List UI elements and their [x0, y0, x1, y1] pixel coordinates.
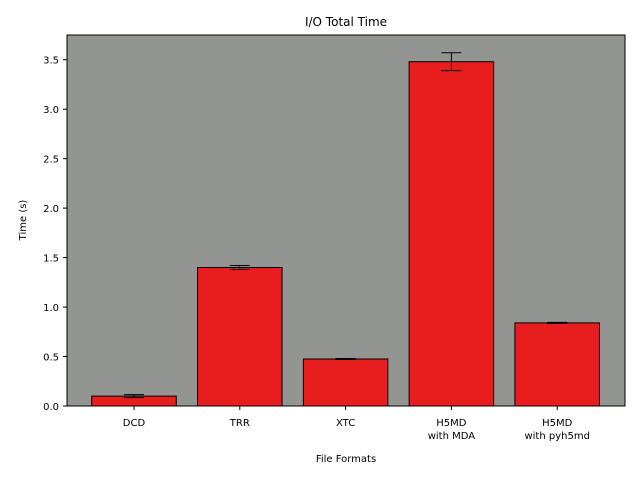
bar-4 — [514, 322, 600, 407]
x-tick-label-4: H5MD with pyh5md — [524, 418, 589, 442]
y-tick-label-5: 2.5 — [43, 155, 59, 166]
y-tick-label-1: 0.5 — [43, 353, 59, 364]
x-tick-label-0: DCD — [123, 418, 146, 429]
bar-1 — [197, 266, 283, 407]
error-bars-group — [124, 52, 568, 399]
y-tick-label-7: 3.5 — [43, 56, 59, 67]
error-bar-0 — [124, 394, 144, 399]
error-bar-3 — [441, 52, 462, 72]
y-tick-label-4: 2.0 — [43, 204, 59, 215]
bars-group — [91, 61, 600, 407]
error-bar-4 — [547, 321, 568, 324]
x-axis: DCD TRR XTC H5MD with MDA H5MD with pyh5md — [123, 406, 590, 442]
y-tick-label-6: 3.0 — [43, 105, 59, 116]
x-tick-label-3: H5MD with MDA — [428, 418, 476, 442]
y-tick-label-0: 0.0 — [43, 402, 59, 413]
bar-3 — [408, 61, 495, 407]
error-bar-2 — [335, 358, 356, 361]
chart-title: I/O Total Time — [305, 15, 387, 29]
bar-2 — [302, 358, 389, 407]
y-axis: 0.0 0.5 1.0 1.5 2.0 2.5 3.0 3.5 — [43, 56, 67, 413]
x-tick-label-1: TRR — [229, 418, 250, 429]
x-tick-label-2: XTC — [336, 418, 355, 429]
y-tick-label-3: 1.5 — [43, 254, 59, 265]
error-bar-1 — [229, 265, 250, 270]
x-axis-label: File Formats — [316, 454, 376, 465]
y-tick-label-2: 1.0 — [43, 303, 59, 314]
y-axis-label: Time (s) — [18, 200, 29, 242]
